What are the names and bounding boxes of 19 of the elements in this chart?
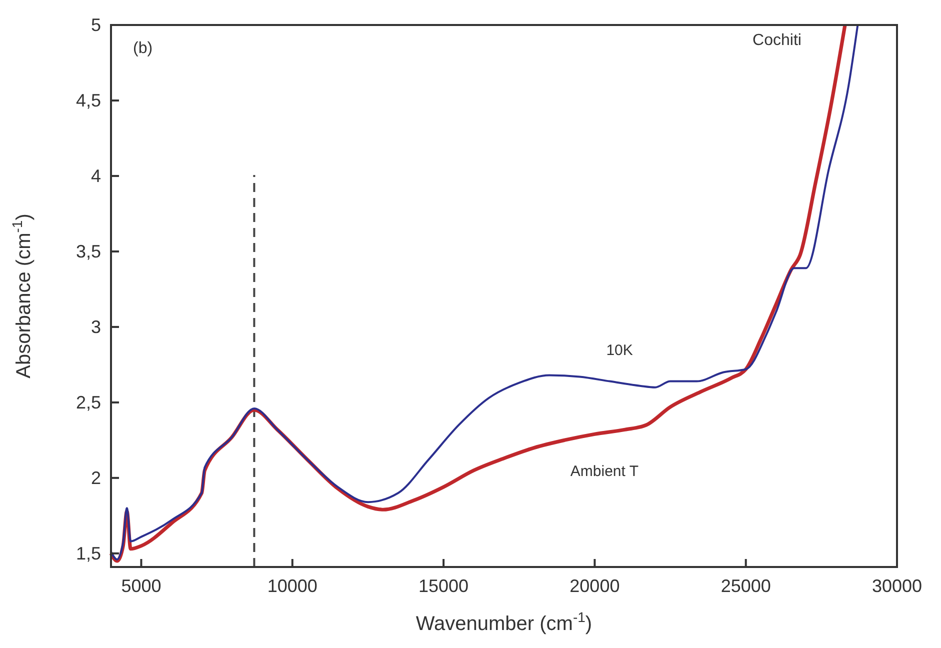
y-tick-label: 1,5 <box>76 543 101 564</box>
x-tick-label: 20000 <box>570 576 620 596</box>
y-tick-label: 4 <box>90 166 101 186</box>
y-tick-label: 2 <box>90 468 101 488</box>
x-tick-label: 30000 <box>872 576 922 596</box>
y-tick-label: 3 <box>90 316 101 337</box>
x-tick-label: 10000 <box>267 576 318 596</box>
y-tick-label: 2,5 <box>76 392 101 412</box>
annotation: Cochiti <box>752 32 802 49</box>
y-tick-label: 4,5 <box>76 90 101 110</box>
y-tick-label: 3,5 <box>76 241 101 262</box>
x-tick-label: 25000 <box>720 576 771 596</box>
series-label: Ambient T <box>570 463 639 480</box>
annotation: (b) <box>133 40 153 57</box>
x-tick-label: 5000 <box>121 576 162 596</box>
x-tick-label: 15000 <box>418 576 469 596</box>
series-label: 10K <box>606 342 633 359</box>
x-axis-title: Wavenumber (cm$^{-1}$) <box>416 609 592 635</box>
y-tick-label: 5 <box>90 15 101 35</box>
